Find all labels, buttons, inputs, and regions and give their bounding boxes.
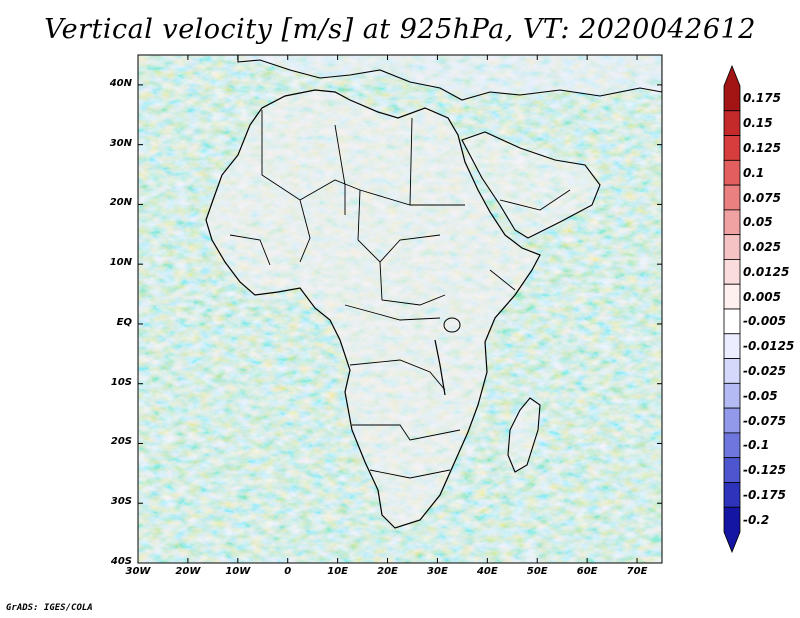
lon-tick-label: 30E xyxy=(427,566,448,577)
colorbar-swatch xyxy=(723,283,741,310)
plot-frame xyxy=(137,54,663,564)
lat-tick-label: 30S xyxy=(110,496,132,508)
colorbar-label: 0.025 xyxy=(743,240,781,255)
lon-tick-label: 60E xyxy=(576,566,598,577)
colorbar-label: 0.075 xyxy=(743,190,781,205)
colorbar-label: 0.05 xyxy=(743,215,773,230)
colorbar-swatch xyxy=(723,110,741,136)
lon-tick-label: 20W xyxy=(175,566,201,577)
grads-credit: GrADS: IGES/COLA xyxy=(6,603,93,613)
lon-tick-label: 20E xyxy=(377,566,398,577)
colorbar-label: -0.005 xyxy=(743,314,786,329)
colorbar-swatch xyxy=(723,407,741,434)
colorbar-label: 0.1 xyxy=(743,165,765,180)
africa-coastline xyxy=(205,89,541,529)
country-borders xyxy=(229,110,571,479)
lon-tick-label: 30W xyxy=(125,566,151,577)
colorbar-swatch xyxy=(723,482,741,508)
lon-tick-label: 10E xyxy=(327,566,348,577)
colorbar-swatch xyxy=(723,159,741,186)
colorbar-swatch xyxy=(723,308,741,335)
lat-tick-label: 10N xyxy=(109,257,132,269)
colorbar-label: 0.005 xyxy=(743,289,781,304)
colorbar-label: 0.125 xyxy=(743,140,781,155)
colorbar-label: -0.1 xyxy=(743,438,770,453)
madagascar-coastline xyxy=(507,397,541,473)
colorbar-label: 0.175 xyxy=(743,91,781,106)
lat-tick-label: 40N xyxy=(109,77,132,89)
colorbar-swatch xyxy=(723,358,741,384)
colorbar-label: 0.15 xyxy=(743,116,773,131)
colorbar-label: -0.175 xyxy=(743,487,786,502)
lat-tick-label: EQ xyxy=(116,316,132,328)
colorbar-label: -0.2 xyxy=(743,512,770,527)
lon-tick-label: 40E xyxy=(476,566,498,577)
europe-coastline xyxy=(237,55,662,101)
colorbar-swatch xyxy=(723,382,741,409)
colorbar-label: -0.05 xyxy=(743,388,778,403)
colorbar-swatch xyxy=(723,432,741,459)
colorbar-swatch xyxy=(723,135,741,161)
lake-victoria xyxy=(443,317,461,333)
lat-tick-label: 20S xyxy=(110,436,132,448)
colorbar-label: -0.075 xyxy=(743,413,786,428)
lon-tick-label: 70E xyxy=(626,566,648,577)
rift-lakes xyxy=(434,339,446,396)
colorbar xyxy=(723,64,741,554)
colorbar-swatch xyxy=(723,457,741,483)
colorbar-swatch xyxy=(723,234,741,260)
colorbar-swatch xyxy=(723,259,741,285)
lat-tick-label: 10S xyxy=(110,376,132,388)
lat-tick-label: 40S xyxy=(110,556,132,567)
lon-tick-label: 50E xyxy=(526,566,548,577)
colorbar-swatch xyxy=(723,333,741,359)
lon-tick-label: 0 xyxy=(284,566,292,577)
colorbar-swatch xyxy=(723,209,741,236)
lat-tick-label: 30N xyxy=(109,137,132,149)
colorbar-label: -0.0125 xyxy=(743,339,795,354)
arabia-coastline xyxy=(461,131,601,239)
colorbar-label: -0.025 xyxy=(743,363,786,378)
colorbar-label: 0.0125 xyxy=(743,264,790,279)
colorbar-swatch xyxy=(723,506,741,554)
colorbar-label: -0.125 xyxy=(743,463,786,478)
colorbar-swatch xyxy=(723,64,741,112)
lat-tick-label: 20N xyxy=(109,197,132,209)
axis-ticks xyxy=(137,55,662,564)
colorbar-swatch xyxy=(723,184,741,211)
lon-tick-label: 10W xyxy=(225,566,251,577)
map-title: Vertical velocity [m/s] at 925hPa, VT: 2… xyxy=(44,14,756,45)
